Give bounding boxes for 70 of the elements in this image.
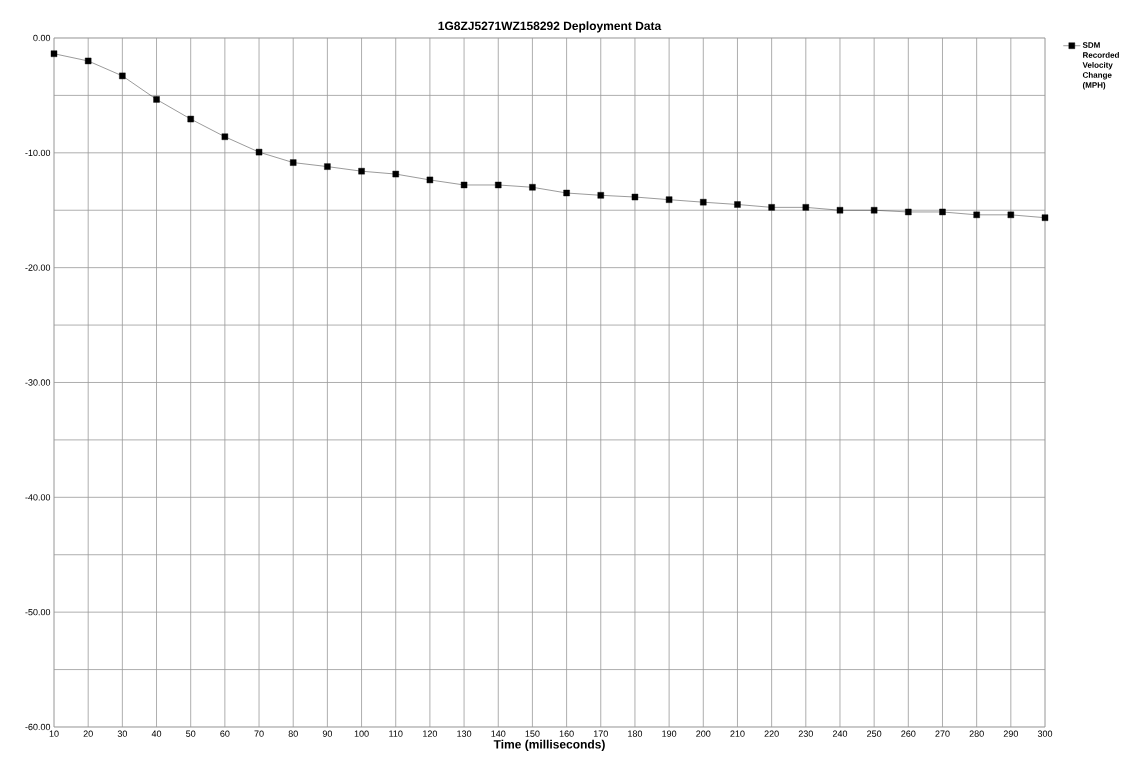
legend-label: SDM Recorded Velocity Change (MPH) [1082, 42, 1119, 90]
x-tick-label: 230 [798, 730, 813, 737]
x-tick-label: 120 [423, 730, 438, 737]
y-tick-label: -20.00 [25, 264, 51, 271]
x-tick-label: 60 [220, 730, 230, 737]
point [768, 204, 775, 211]
x-tick-label: 20 [83, 730, 93, 737]
point [973, 211, 980, 219]
x-tick-label: 250 [867, 730, 882, 737]
point [84, 57, 92, 65]
point [734, 201, 741, 208]
x-tick-label: 110 [389, 730, 403, 737]
x-tick-label: 30 [117, 730, 128, 737]
point [529, 184, 536, 191]
point [119, 72, 126, 80]
point [939, 208, 946, 216]
x-tick-label: 210 [730, 730, 745, 737]
point [1007, 211, 1015, 219]
y-tick-label: -50.00 [25, 608, 51, 616]
point [153, 96, 160, 103]
x-tick-label: 280 [969, 730, 984, 737]
point [324, 163, 331, 170]
point [563, 189, 570, 197]
x-tick-label: 240 [832, 730, 848, 737]
point [460, 181, 468, 189]
x-tick-label: 160 [559, 730, 574, 737]
point [1041, 214, 1049, 221]
x-tick-label: 80 [288, 730, 298, 737]
point [700, 199, 707, 206]
point [836, 207, 844, 214]
x-tick-label: 300 [1037, 730, 1053, 737]
y-tick-label: -60.00 [25, 723, 51, 731]
point [290, 159, 297, 166]
point [631, 193, 639, 201]
x-tick-label: 290 [1003, 730, 1018, 737]
point [426, 176, 434, 184]
x-axis-title: Time (milliseconds) [493, 739, 605, 751]
x-tick-label: 170 [593, 730, 608, 737]
y-tick-label: -30.00 [25, 379, 51, 386]
x-tick-label: 90 [322, 730, 333, 737]
point [870, 207, 878, 214]
point [50, 50, 58, 57]
x-tick-label: 40 [151, 730, 162, 737]
y-tick-label: 0.00 [33, 34, 51, 42]
x-tick-label: 270 [935, 730, 950, 737]
x-tick-label: 190 [662, 730, 677, 737]
point [358, 168, 365, 175]
point [187, 115, 194, 123]
x-tick-label: 220 [764, 730, 779, 737]
x-tick-label: 100 [354, 730, 369, 737]
x-tick-label: 260 [901, 730, 916, 737]
x-tick-label: 10 [49, 730, 59, 737]
point [597, 192, 604, 199]
x-tick-label: 50 [186, 730, 196, 737]
point [905, 208, 912, 216]
chart-title: 1G8ZJ5271WZ158292 Deployment Data [438, 21, 662, 33]
y-tick-label: -10.00 [25, 149, 51, 157]
point [802, 204, 809, 211]
x-tick-label: 180 [628, 730, 643, 737]
x-tick-label: 150 [525, 730, 540, 737]
x-tick-label: 140 [491, 730, 506, 737]
point [221, 133, 229, 140]
point [495, 181, 502, 189]
x-tick-label: 70 [254, 730, 264, 737]
x-tick-label: 200 [696, 730, 711, 737]
point [255, 148, 263, 156]
point [665, 196, 673, 203]
y-tick-label: -40.00 [25, 494, 51, 501]
x-tick-label: 130 [457, 730, 472, 737]
point [392, 170, 399, 178]
